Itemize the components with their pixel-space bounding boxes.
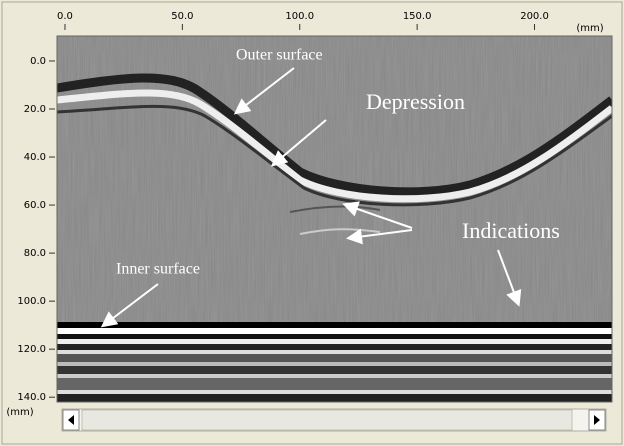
annotation: Outer surface (236, 47, 323, 64)
x-tick-label: 0.0 (57, 11, 73, 22)
y-tick-label: 60.0 (24, 200, 46, 211)
y-tick-label: 100.0 (17, 296, 46, 307)
y-tick-label: 120.0 (17, 344, 46, 355)
window: (mm) (mm) 0.0 50.0 100.0 150.0 200.0 0.0 20.0 4… (0, 0, 624, 446)
annotation: Indications (462, 218, 560, 243)
y-tick-label: 140.0 (17, 392, 46, 403)
x-tick-label: 50.0 (171, 11, 193, 22)
annotation: Depression (366, 89, 465, 114)
x-tick-label: 200.0 (520, 11, 549, 22)
x-tick-label: 150.0 (403, 11, 432, 22)
annotation: Inner surface (116, 261, 200, 278)
y-tick-label: 80.0 (24, 248, 46, 259)
y-unit: (mm) (6, 407, 33, 418)
y-tick-label: 40.0 (24, 152, 46, 163)
x-tick-label: 100.0 (285, 11, 314, 22)
x-unit: (mm) (576, 23, 603, 34)
scrollbar[interactable] (62, 409, 606, 431)
y-tick-label: 20.0 (24, 104, 46, 115)
y-tick-label: 0.0 (30, 56, 46, 67)
scroll-thumb[interactable] (82, 410, 572, 430)
